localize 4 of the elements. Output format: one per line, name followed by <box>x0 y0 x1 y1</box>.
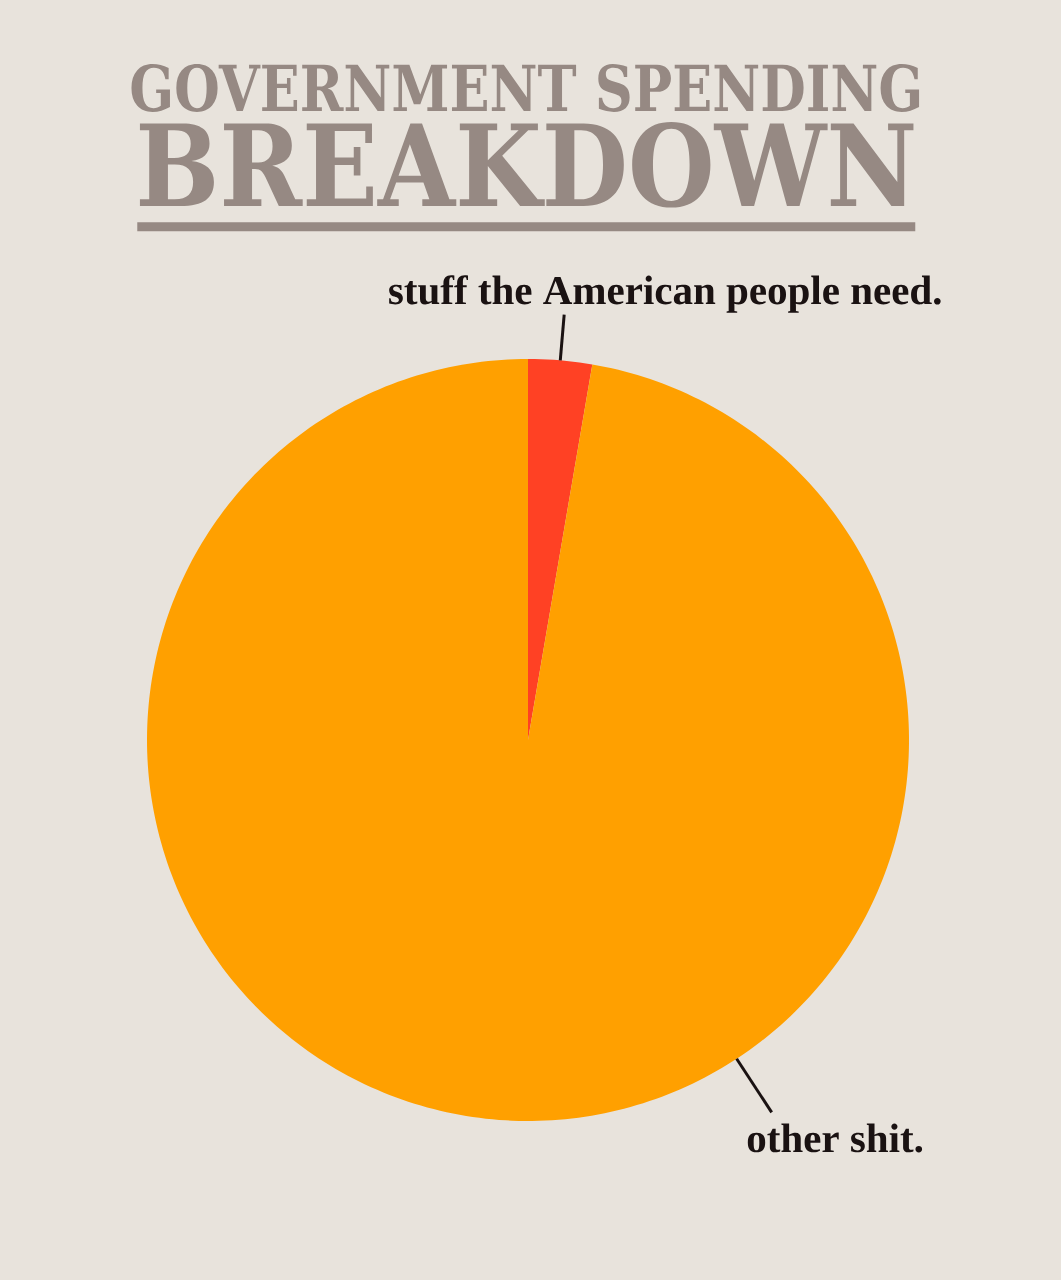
chart-title: GOVERNMENT SPENDING <box>131 63 920 112</box>
slice-label: stuff the American people need. <box>389 275 941 313</box>
chart-subtitle: BREAKDOWN <box>139 121 914 208</box>
slice-label: other shit. <box>747 1123 923 1153</box>
